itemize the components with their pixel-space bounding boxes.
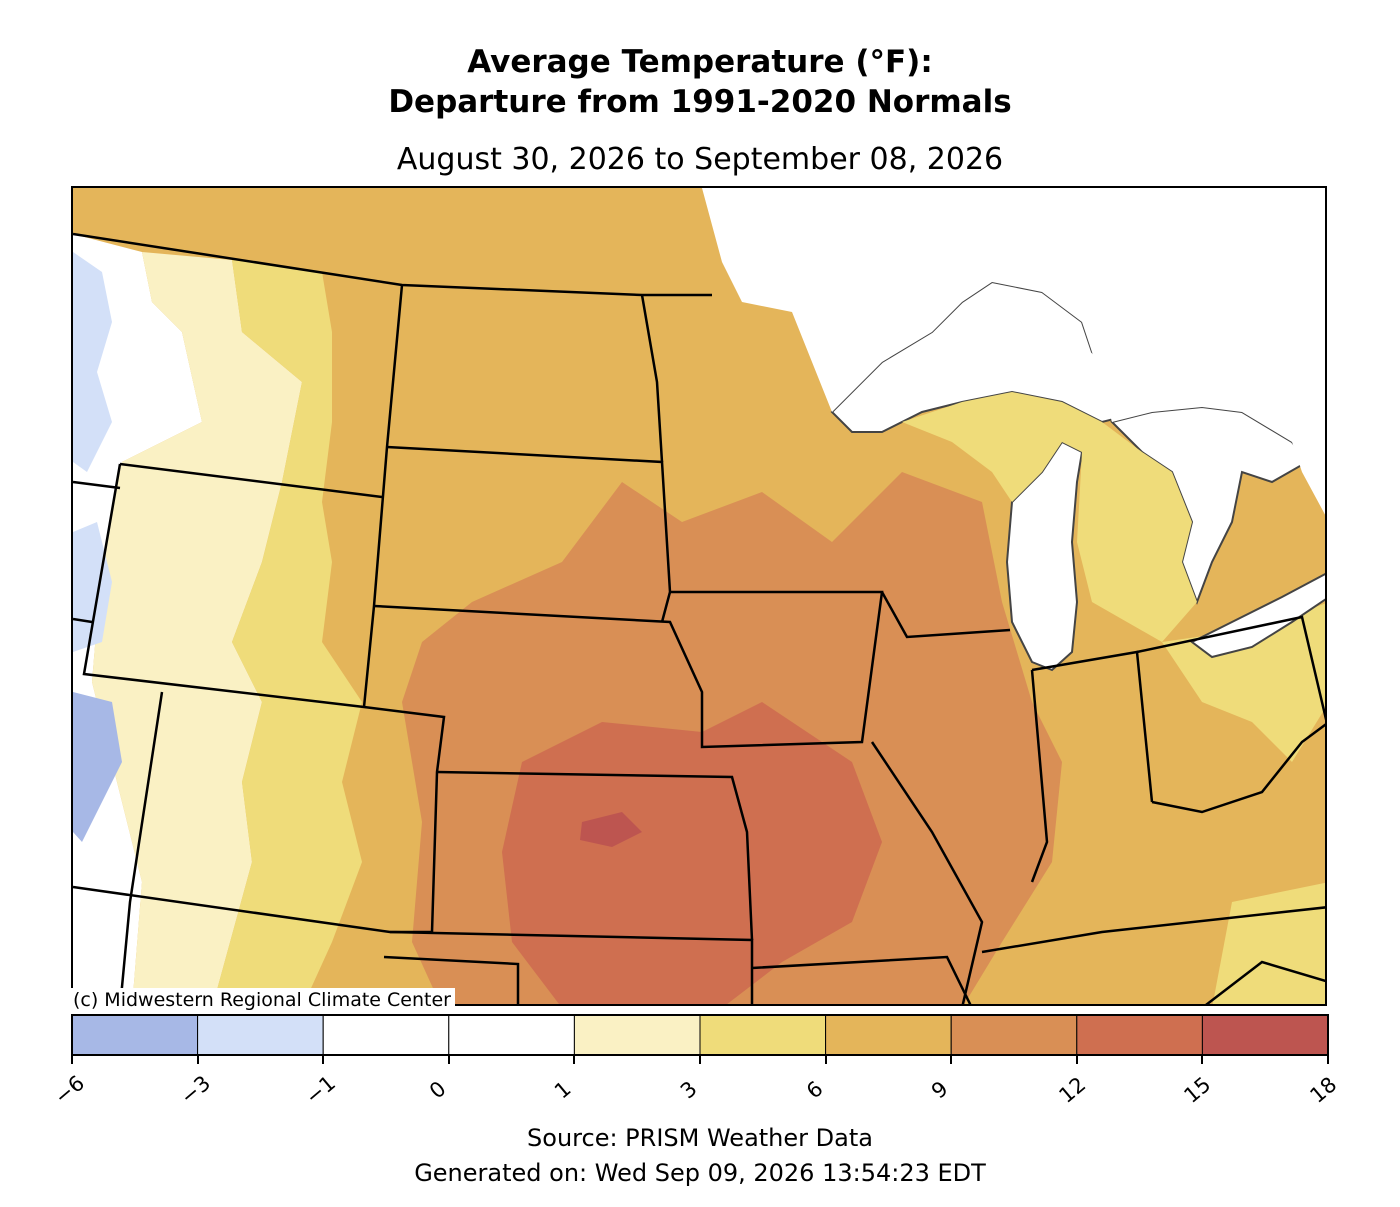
source-note: Source: PRISM Weather Data	[527, 1124, 873, 1152]
colorbar-tick-label: −1	[301, 1070, 341, 1110]
colorbar-tick-mark	[447, 1056, 450, 1064]
colorbar-tick-label: 12	[1054, 1072, 1091, 1108]
colorbar-tick-label: −6	[49, 1070, 90, 1110]
state-boundaries	[73, 232, 1325, 1004]
colorbar-bin	[1201, 1014, 1329, 1056]
colorbar-tick-mark	[1201, 1056, 1204, 1064]
colorbar-tick-mark	[1075, 1056, 1078, 1064]
cool-pocket-northwest	[73, 252, 112, 472]
colorbar-tick-mark	[1327, 1056, 1329, 1064]
colorbar-tick-label: 1	[550, 1076, 576, 1104]
lake-erie	[1190, 572, 1325, 659]
colorbar-tick-mark	[950, 1056, 953, 1064]
colorbar-tick-mark	[573, 1056, 576, 1064]
colorbar-bin	[825, 1014, 952, 1056]
map-credit: (c) Midwestern Regional Climate Center	[71, 988, 455, 1013]
colorbar-tick-label: 6	[801, 1076, 828, 1104]
colorbar-bin	[950, 1014, 1078, 1056]
colorbar-tick-label: 0	[424, 1076, 451, 1104]
colorbar-bin	[448, 1014, 575, 1056]
colorbar-tick-mark	[699, 1056, 701, 1064]
colorbar-tick-mark	[322, 1056, 325, 1064]
colorbar	[71, 1014, 1329, 1056]
colorbar-tick-label: 3	[675, 1076, 702, 1104]
colorbar-tick-mark	[824, 1056, 827, 1064]
west-yellow-region	[213, 260, 362, 1004]
date-range-subtitle: August 30, 2026 to September 08, 2026	[396, 142, 1004, 177]
colorbar-tick-label: 18	[1305, 1072, 1342, 1108]
departure-map	[73, 188, 1325, 1004]
map-title-line1: Average Temperature (°F):	[467, 44, 933, 80]
west-pale-yellow-region	[92, 252, 302, 1004]
michigan-yellow	[902, 392, 1197, 642]
colorbar-bin	[1076, 1014, 1203, 1056]
colorbar-tick-label: 9	[927, 1076, 953, 1104]
plains-red-region	[502, 702, 882, 1004]
colorbar-bin	[322, 1014, 450, 1056]
generated-timestamp: Generated on: Wed Sep 09, 2026 13:54:23 …	[414, 1159, 986, 1187]
map-title-line2: Departure from 1991-2020 Normals	[388, 84, 1012, 120]
cool-pocket-west	[73, 692, 122, 842]
colorbar-tick-label: 15	[1179, 1072, 1216, 1108]
colorbar-bin	[699, 1014, 827, 1056]
canada-land-north	[702, 188, 1325, 515]
colorbar-bin	[573, 1014, 701, 1056]
colorbar-tick-mark	[71, 1056, 73, 1064]
map-panel	[71, 186, 1327, 1006]
plains-darkest-spot	[580, 812, 642, 847]
colorbar-bin	[71, 1014, 199, 1056]
colorbar-tick-label: −3	[175, 1070, 215, 1110]
colorbar-bin	[197, 1014, 324, 1056]
colorbar-tick-mark	[196, 1056, 199, 1064]
